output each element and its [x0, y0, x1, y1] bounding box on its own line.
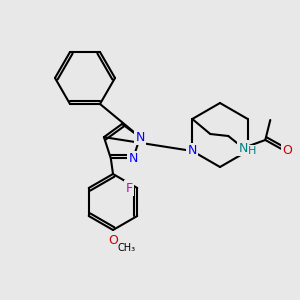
Text: O: O [108, 233, 118, 247]
Text: F: F [126, 182, 133, 194]
Text: N: N [135, 130, 145, 144]
Text: H: H [248, 146, 257, 156]
Text: CH₃: CH₃ [118, 243, 136, 253]
Text: O: O [282, 143, 292, 157]
Text: N: N [188, 145, 197, 158]
Text: N: N [128, 152, 138, 165]
Text: N: N [238, 142, 248, 154]
